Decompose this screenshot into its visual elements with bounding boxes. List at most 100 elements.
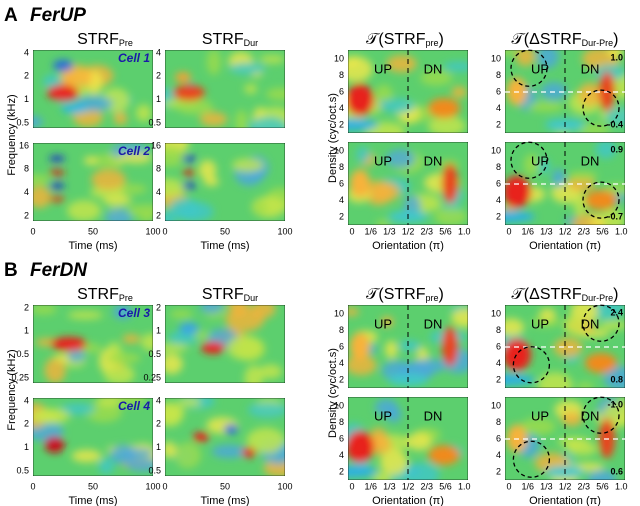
header-close: ) xyxy=(439,31,444,48)
blob xyxy=(249,116,285,128)
header-close: ) xyxy=(439,286,444,303)
highlight-circle xyxy=(582,304,620,342)
blob xyxy=(169,197,200,221)
x-tick-label: 1/6 xyxy=(521,226,534,236)
blob xyxy=(33,115,44,128)
blob xyxy=(96,398,121,407)
x-tick-label: 50 xyxy=(220,226,230,236)
y-tick-label: 1 xyxy=(24,442,29,452)
dn-label: DN xyxy=(424,153,443,168)
y-tick-label: 10 xyxy=(491,53,501,63)
x-axis-label: Orientation (π) xyxy=(372,495,444,506)
blob xyxy=(104,364,135,383)
highlight-circle xyxy=(512,440,551,478)
y-tick-label: 10 xyxy=(491,145,501,155)
x-tick-label: 2/3 xyxy=(421,481,434,491)
blob xyxy=(607,50,624,58)
highlight-circle xyxy=(582,181,620,219)
y-tick-label: 8 xyxy=(156,164,161,174)
heat-blobs xyxy=(165,143,285,221)
y-tick-label: 4 xyxy=(156,395,161,405)
y-tick-label: 0.5 xyxy=(148,117,161,127)
hot-spot xyxy=(242,447,256,458)
blob xyxy=(33,185,52,208)
x-tick-label: 50 xyxy=(88,226,98,236)
blob xyxy=(165,441,177,458)
hot-spot xyxy=(49,182,65,189)
y-tick-label: 0.25 xyxy=(11,372,29,382)
heatmap xyxy=(348,305,468,388)
y-tick-label: 4 xyxy=(496,450,501,460)
y-tick-label: 6 xyxy=(339,341,344,351)
blob xyxy=(113,398,147,406)
header: STRFDur xyxy=(202,286,258,303)
y-tick-label: 10 xyxy=(334,53,344,63)
y-tick-label: 8 xyxy=(496,417,501,427)
x-tick-label: 100 xyxy=(145,481,160,491)
header-main: 𝒯(ΔSTRF xyxy=(512,286,582,303)
y-axis-label: Frequency (kHz) xyxy=(6,349,18,430)
hot-spot xyxy=(585,190,617,211)
y-tick-label: 2 xyxy=(496,211,501,221)
blob xyxy=(376,219,390,225)
header-main: STRF xyxy=(77,286,119,303)
y-tick-label: 10 xyxy=(334,145,344,155)
header-main: STRF xyxy=(202,286,244,303)
corner-value: 2.4 xyxy=(610,307,623,317)
blob xyxy=(61,64,93,90)
panel-letter: B xyxy=(4,260,18,281)
y-tick-label: 1 xyxy=(24,94,29,104)
y-tick-label: 8 xyxy=(496,325,501,335)
x-tick-label: 1/6 xyxy=(364,481,377,491)
heat-blobs xyxy=(507,397,625,480)
header: STRFPre xyxy=(77,31,133,48)
blob xyxy=(199,112,228,127)
dn-label: DN xyxy=(581,316,600,331)
cell-label: Cell 3 xyxy=(118,306,150,320)
blob xyxy=(71,449,102,463)
blob xyxy=(505,318,525,337)
blob xyxy=(576,123,611,133)
x-tick-label: 1/3 xyxy=(540,481,553,491)
header-sub: pre xyxy=(426,293,439,303)
hot-spot xyxy=(51,337,87,351)
blob xyxy=(386,55,417,73)
blob xyxy=(66,200,102,221)
blob xyxy=(83,156,98,166)
x-tick-label: 1.0 xyxy=(615,481,628,491)
y-tick-label: 4 xyxy=(24,395,29,405)
blob xyxy=(33,305,57,315)
y-tick-label: 4 xyxy=(339,450,344,460)
blob xyxy=(451,86,467,99)
y-tick-label: 2 xyxy=(156,302,161,312)
heat-blobs xyxy=(165,398,285,476)
y-tick-label: 4 xyxy=(24,187,29,197)
blob xyxy=(348,56,373,82)
y-tick-label: 8 xyxy=(24,164,29,174)
blob xyxy=(589,305,625,320)
blob xyxy=(373,472,391,480)
blob xyxy=(527,101,564,112)
header-sub: Pre xyxy=(119,38,133,48)
blob xyxy=(576,382,594,388)
header-main: STRF xyxy=(202,31,244,48)
blob xyxy=(85,401,123,423)
hot-spot xyxy=(201,341,225,354)
y-tick-label: 0.5 xyxy=(148,349,161,359)
hot-spot xyxy=(428,98,460,119)
blob xyxy=(600,208,625,225)
blob xyxy=(90,185,125,199)
blob xyxy=(104,352,142,364)
y-tick-label: 8 xyxy=(496,162,501,172)
blob xyxy=(515,50,536,67)
x-tick-label: 0 xyxy=(506,226,511,236)
blob xyxy=(66,349,86,363)
blob xyxy=(141,333,153,351)
heat-blobs xyxy=(165,50,285,128)
x-tick-label: 0 xyxy=(349,226,354,236)
y-tick-label: 10 xyxy=(491,400,501,410)
blob xyxy=(225,307,265,332)
hot-spot xyxy=(505,175,531,208)
heat-blobs xyxy=(33,305,153,383)
